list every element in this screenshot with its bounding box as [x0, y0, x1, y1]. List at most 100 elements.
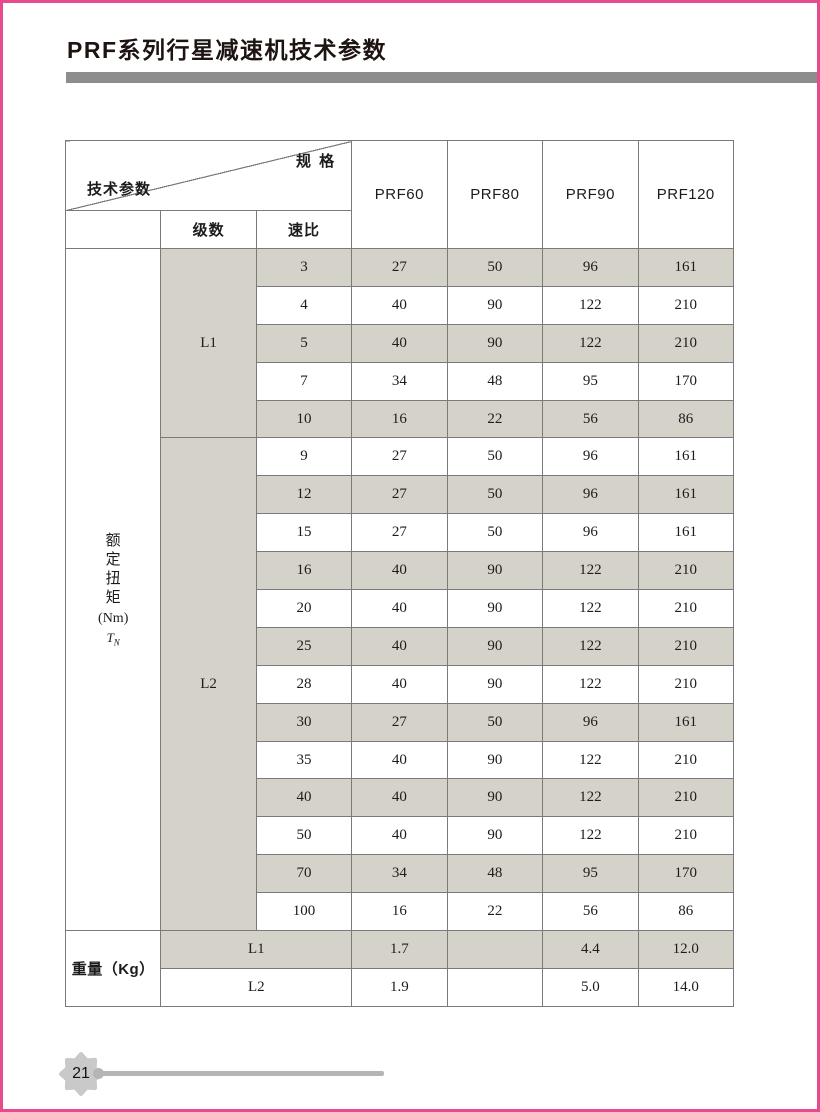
- torque-row: 4 40 90 122 210: [66, 285, 734, 325]
- torque-value-cell: 40: [351, 816, 448, 856]
- torque-value-cell: 90: [446, 740, 544, 780]
- weight-row: 重量（Kg） L1 1.7 4.4 12.0: [64, 930, 734, 1008]
- weight-stage-cell-L2: L2: [160, 968, 353, 1008]
- weight-row: L2 1.9 5.0 14.0: [66, 968, 734, 1008]
- torque-value-cell: 96: [542, 475, 639, 515]
- col-header-prf60: PRF60: [351, 140, 448, 249]
- torque-value-cell: 48: [446, 361, 544, 401]
- torque-value-cell: 40: [351, 664, 448, 704]
- torque-value-cell: 161: [637, 248, 734, 287]
- torque-value-cell: 122: [542, 816, 639, 856]
- torque-value-cell: 122: [542, 589, 639, 628]
- torque-value-cell: 50: [446, 513, 544, 553]
- torque-value-cell: 96: [542, 437, 639, 477]
- torque-value-cell: 210: [637, 664, 734, 704]
- torque-value-cell: 16: [351, 892, 448, 932]
- ratio-cell: 100: [255, 892, 353, 932]
- ratio-cell: 70: [255, 854, 353, 894]
- torque-value-cell: 40: [351, 285, 448, 325]
- col-header-prf80: PRF80: [446, 140, 544, 249]
- ratio-cell: 9: [255, 437, 353, 477]
- spec-table: 规 格 技术参数 PRF60 PRF80 PRF90 PRF120 级数 速比 …: [64, 140, 734, 1008]
- torque-value-cell: 170: [637, 361, 734, 401]
- ratio-cell: 4: [255, 285, 353, 325]
- torque-value-cell: 16: [351, 399, 448, 439]
- torque-value-cell: 34: [351, 361, 448, 401]
- torque-value-cell: 90: [446, 626, 544, 666]
- torque-value-cell: 27: [351, 513, 448, 553]
- torque-value-cell: 40: [351, 589, 448, 628]
- torque-value-cell: 50: [446, 437, 544, 477]
- weight-value-cell: 1.9: [351, 968, 448, 1008]
- torque-row: L2 9 27 50 96 161: [66, 437, 734, 932]
- torque-value-cell: 122: [542, 626, 639, 666]
- torque-value-cell: 22: [446, 892, 544, 932]
- torque-value-cell: 122: [542, 323, 639, 363]
- diagonal-corner-cell: 规 格 技术参数: [64, 140, 353, 211]
- page-number: 21: [72, 1065, 90, 1082]
- torque-row: 5 40 90 122 210: [66, 323, 734, 363]
- ratio-cell: 35: [255, 740, 353, 780]
- torque-value-cell: 40: [351, 778, 448, 818]
- stage-cell-L2: L2: [160, 437, 257, 932]
- torque-value-cell: 122: [542, 664, 639, 704]
- gear-icon: [59, 1052, 103, 1096]
- torque-row: 70 34 48 95 170: [66, 854, 734, 894]
- weight-value-cell: 14.0: [637, 968, 734, 1008]
- torque-value-cell: 122: [542, 551, 639, 591]
- torque-value-cell: 161: [637, 513, 734, 553]
- torque-row: 额定扭矩 (Nm) TN L1 3 27 50 96 161: [64, 247, 734, 932]
- torque-value-cell: 96: [542, 248, 639, 287]
- torque-value-cell: 210: [637, 551, 734, 591]
- title-underline-bar: [66, 72, 817, 83]
- weight-value-cell: 5.0: [542, 968, 639, 1008]
- torque-value-cell: 27: [351, 437, 448, 477]
- weight-stage-cell-L1: L1: [160, 930, 353, 970]
- torque-value-cell: 210: [637, 778, 734, 818]
- col-header-prf90: PRF90: [542, 140, 639, 249]
- torque-row: 15 27 50 96 161: [66, 513, 734, 553]
- torque-value-cell: 34: [351, 854, 448, 894]
- torque-value-cell: 210: [637, 740, 734, 780]
- ratio-cell: 5: [255, 323, 353, 363]
- weight-value-cell: [446, 968, 544, 1008]
- torque-value-cell: 210: [637, 589, 734, 628]
- torque-symbol: TN: [107, 630, 120, 648]
- torque-value-cell: 161: [637, 702, 734, 742]
- torque-value-cell: 122: [542, 285, 639, 325]
- torque-value-cell: 90: [446, 816, 544, 856]
- torque-value-cell: 50: [446, 702, 544, 742]
- torque-row: 7 34 48 95 170: [66, 361, 734, 401]
- torque-value-cell: 90: [446, 778, 544, 818]
- table-header-row-2: 级数 速比: [64, 210, 734, 249]
- weight-value-cell: [446, 930, 544, 970]
- weight-value-cell: 4.4: [542, 930, 639, 970]
- torque-value-cell: 122: [542, 778, 639, 818]
- col-header-prf120: PRF120: [637, 140, 734, 249]
- corner-label-spec: 规 格: [296, 153, 337, 170]
- page-title: PRF系列行星减速机技术参数: [67, 37, 387, 63]
- torque-value-cell: 50: [446, 248, 544, 287]
- ratio-cell: 16: [255, 551, 353, 591]
- ratio-cell: 30: [255, 702, 353, 742]
- torque-value-cell: 170: [637, 854, 734, 894]
- torque-value-cell: 210: [637, 323, 734, 363]
- sub-header-stages: 级数: [160, 210, 257, 249]
- torque-value-cell: 90: [446, 589, 544, 628]
- ratio-cell: 10: [255, 399, 353, 439]
- row-header-weight: 重量（Kg）: [64, 930, 162, 1008]
- torque-value-cell: 210: [637, 285, 734, 325]
- ratio-cell: 40: [255, 778, 353, 818]
- ratio-cell: 25: [255, 626, 353, 666]
- torque-value-cell: 27: [351, 475, 448, 515]
- torque-value-cell: 95: [542, 361, 639, 401]
- row-header-torque: 额定扭矩 (Nm) TN: [64, 247, 162, 932]
- torque-row: 40 40 90 122 210: [66, 778, 734, 818]
- torque-value-cell: 122: [542, 740, 639, 780]
- torque-value-cell: 96: [542, 513, 639, 553]
- torque-row: 50 40 90 122 210: [66, 816, 734, 856]
- torque-value-cell: 22: [446, 399, 544, 439]
- ratio-cell: 12: [255, 475, 353, 515]
- weight-value-cell: 1.7: [351, 930, 448, 970]
- sub-header-ratio: 速比: [255, 210, 353, 249]
